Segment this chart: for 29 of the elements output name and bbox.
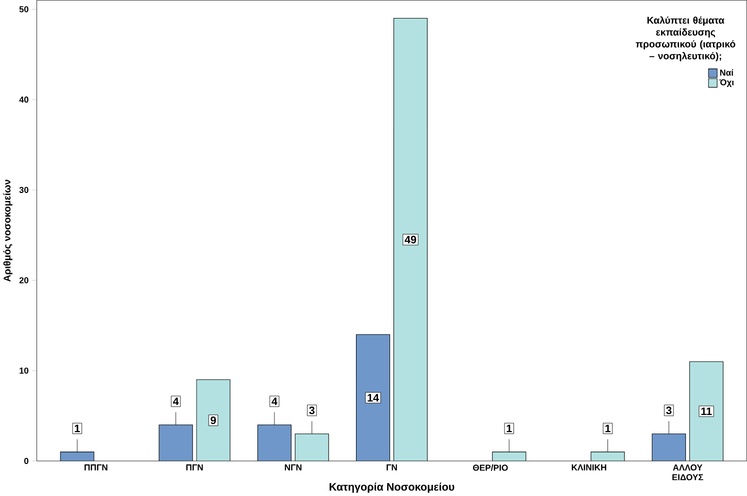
data-label: 1 — [506, 424, 512, 432]
data-label: 11 — [701, 408, 712, 415]
legend-label: Όχι — [719, 79, 734, 88]
x-tick-label: ΓΝ — [386, 464, 397, 470]
y-tick-label: 40 — [19, 96, 28, 103]
data-label: 4 — [172, 398, 179, 406]
y-tick-label: 10 — [20, 368, 28, 374]
x-tick-label: ΚΛΙΝΙΚΗ — [572, 464, 606, 470]
data-label: 1 — [605, 424, 610, 432]
data-label: 14 — [368, 394, 379, 402]
data-label: 49 — [404, 236, 416, 244]
x-tick-label: ΘΕΡ/ΡΙΟ — [472, 464, 508, 471]
data-label: 4 — [272, 398, 278, 406]
data-label: 1 — [74, 424, 80, 432]
legend-title: Καλύπτει θέματα εκπαίδευσης προσωπικού (ιατρικό – νοσηλευτικό); — [636, 16, 736, 62]
data-label: 3 — [666, 406, 672, 414]
x-axis-title: Κατηγορία Νοσοκομείου — [330, 482, 454, 493]
y-tick-label: 20 — [19, 277, 28, 284]
x-tick-label: ΑΛΛΟΥ ΕΙΔΟΥΣ — [672, 464, 704, 480]
legend-label: Ναί — [720, 69, 734, 76]
y-tick-label: 30 — [19, 186, 28, 193]
data-label: 9 — [210, 416, 216, 424]
y-tick-label: 50 — [19, 6, 28, 12]
y-axis-title: Αριθμός νοσοκομείων — [3, 180, 12, 282]
y-tick-label: 0 — [24, 458, 28, 464]
x-tick-label: ΠΠΓΝ — [84, 464, 108, 470]
x-tick-label: ΠΓΝ — [186, 464, 203, 470]
x-tick-label: ΝΓΝ — [284, 464, 302, 470]
data-label: 3 — [309, 406, 315, 414]
